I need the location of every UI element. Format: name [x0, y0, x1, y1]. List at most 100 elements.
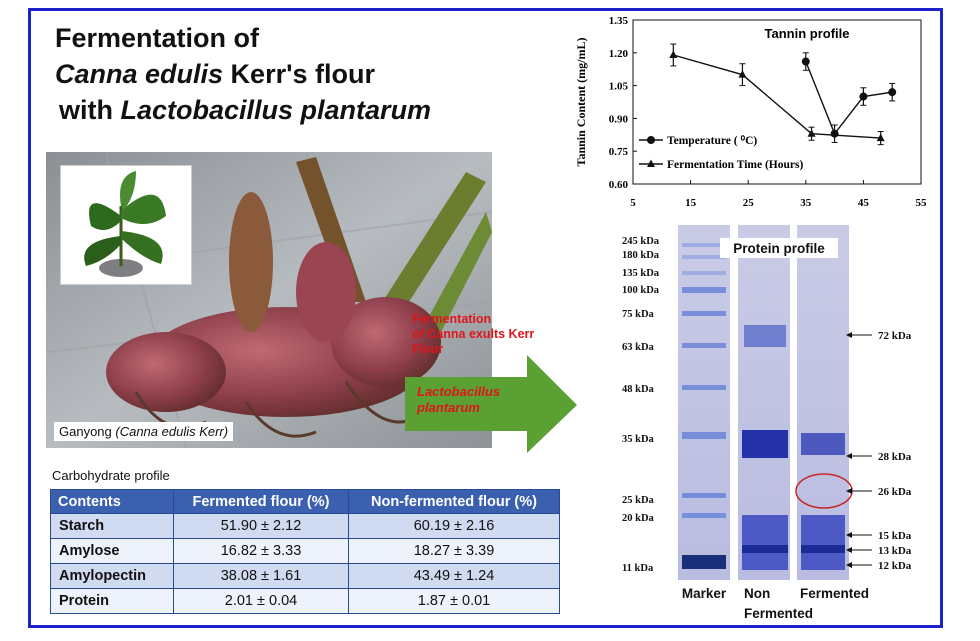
title-bacterium: Lactobacillus plantarum: [120, 95, 432, 125]
data-point: [669, 50, 678, 58]
row-label: Amylopectin: [50, 563, 174, 589]
band-arrowhead: [846, 547, 852, 553]
chart-title: Tannin profile: [765, 26, 850, 41]
title-line-2: Canna edulis Kerr's flour: [55, 56, 431, 92]
title-line-3-pre: with: [59, 95, 121, 125]
title-line-3: with Lactobacillus plantarum: [55, 92, 431, 128]
y-tick-label: 1.35: [609, 15, 629, 27]
table-header-row: Contents Fermented flour (%) Non-ferment…: [50, 489, 560, 514]
protein-gel-image: Protein profile 245 kDa 180 kDa 135 kDa 100…: [622, 225, 912, 621]
row-label: Starch: [50, 513, 174, 539]
plot-area: [632, 19, 922, 185]
marker-label: 135 kDa: [622, 268, 660, 279]
band-label: 13 kDa: [878, 545, 912, 557]
legend-marker: [647, 159, 655, 167]
marker-label: 20 kDa: [622, 513, 655, 524]
marker-label: 25 kDa: [622, 495, 655, 506]
fermentation-label-line-3: Flour: [412, 342, 444, 356]
lane-label-non-fermented: Fermented: [744, 606, 813, 621]
band-label: 26 kDa: [878, 486, 912, 498]
row-fermented: 16.82 ± 3.33: [173, 538, 349, 564]
x-tick-label: 25: [743, 197, 755, 209]
table-row: Amylopectin 38.08 ± 1.61 43.49 ± 1.24: [50, 563, 560, 589]
lane-label-fermented: Fermented: [800, 586, 869, 601]
series-line: [805, 61, 893, 136]
band-label: 15 kDa: [878, 530, 912, 542]
data-point: [738, 70, 747, 78]
x-tick-label: 15: [685, 197, 697, 209]
band-arrowhead: [846, 488, 852, 494]
marker-label: 35 kDa: [622, 434, 655, 445]
tannin-chart: Tannin profile Tannin Content (mg/mL) 0.60…: [574, 15, 928, 209]
photo-caption: Ganyong (Canna edulis Kerr): [54, 422, 234, 441]
lane-label-marker: Marker: [682, 586, 727, 601]
row-label: Protein: [50, 588, 174, 614]
plant-inset-image: [60, 165, 192, 285]
caption-name: Ganyong: [59, 424, 116, 439]
y-tick-label: 0.90: [609, 113, 629, 125]
bacterium-label-line-1: Lactobacillus: [417, 384, 501, 399]
data-point: [830, 129, 839, 138]
data-point: [888, 88, 897, 97]
poster-frame: [28, 8, 943, 628]
legend-marker: [647, 136, 655, 144]
data-point: [859, 92, 868, 101]
row-fermented: 38.08 ± 1.61: [173, 563, 349, 589]
band-arrowhead: [846, 453, 852, 459]
fermentation-label-line-1: Fermentation: [412, 312, 492, 326]
band-arrowhead: [846, 532, 852, 538]
marker-label: 63 kDa: [622, 342, 655, 353]
marker-label: 11 kDa: [622, 563, 654, 574]
title-line-1: Fermentation of: [55, 23, 260, 53]
marker-label: 48 kDa: [622, 384, 655, 395]
band-label: 72 kDa: [878, 330, 912, 342]
x-tick-label: 55: [916, 197, 928, 209]
marker-label: 180 kDa: [622, 250, 660, 261]
process-arrow-icon: [405, 355, 577, 453]
band-label: 28 kDa: [878, 451, 912, 463]
y-tick-label: 1.05: [609, 81, 629, 93]
lane-label-non: Non: [744, 586, 770, 601]
x-tick-label: 45: [858, 197, 870, 209]
row-fermented: 51.90 ± 2.12: [173, 513, 349, 539]
y-axis-label: Tannin Content (mg/mL): [574, 38, 588, 167]
band-arrowhead: [846, 562, 852, 568]
y-tick-label: 0.75: [609, 146, 629, 158]
legend-label: Temperature ( ⁰C): [667, 134, 757, 147]
title-species: Canna edulis: [55, 59, 224, 89]
row-non-fermented: 18.27 ± 3.39: [348, 538, 560, 564]
row-non-fermented: 60.19 ± 2.16: [348, 513, 560, 539]
fermentation-label: Fermentation of Canna exults Kerr Flour: [412, 312, 534, 357]
legend-label: Fermentation Time (Hours): [667, 159, 803, 171]
fermentation-label-line-2: of Canna exults Kerr: [412, 327, 535, 341]
series-line: [673, 54, 881, 139]
band-label: 12 kDa: [878, 560, 912, 572]
header-contents: Contents: [50, 489, 174, 514]
row-non-fermented: 1.87 ± 0.01: [348, 588, 560, 614]
marker-label: 245 kDa: [622, 236, 660, 247]
row-fermented: 2.01 ± 0.04: [173, 588, 349, 614]
row-label: Amylose: [50, 538, 174, 564]
row-non-fermented: 43.49 ± 1.24: [348, 563, 560, 589]
data-point: [807, 129, 816, 137]
y-tick-label: 1.20: [609, 48, 629, 60]
marker-label: 100 kDa: [622, 285, 660, 296]
data-point: [876, 133, 885, 142]
y-tick-label: 0.60: [609, 179, 629, 191]
x-tick-label: 35: [800, 197, 812, 209]
data-point: [801, 57, 810, 66]
header-non-fermented: Non-fermented flour (%): [348, 489, 560, 514]
marker-label: 75 kDa: [622, 309, 655, 320]
header-fermented: Fermented flour (%): [173, 489, 349, 514]
caption-species: (Canna edulis Kerr): [115, 424, 229, 439]
bacterium-label: Lactobacillus plantarum: [417, 384, 500, 416]
x-tick-label: 5: [630, 197, 636, 209]
table-row: Amylose 16.82 ± 3.33 18.27 ± 3.39: [50, 538, 560, 564]
band-arrowhead: [846, 332, 852, 338]
carbohydrate-title: Carbohydrate profile: [52, 468, 170, 483]
bacterium-label-line-2: plantarum: [417, 400, 480, 415]
carbohydrate-table: Contents Fermented flour (%) Non-ferment…: [50, 489, 560, 614]
title-line-2-rest: Kerr's flour: [223, 59, 376, 89]
table-row: Protein 2.01 ± 0.04 1.87 ± 0.01: [50, 588, 560, 614]
table-row: Starch 51.90 ± 2.12 60.19 ± 2.16: [50, 513, 560, 539]
